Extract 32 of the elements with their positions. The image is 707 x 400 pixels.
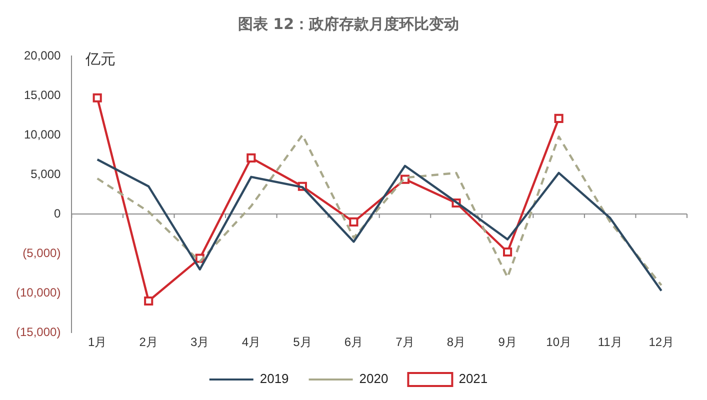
y-tick-label: 10,000 [24, 127, 62, 142]
x-tick-label: 7月 [396, 335, 414, 350]
legend-label: 2019 [260, 371, 289, 386]
y-tick-label: (5,000) [22, 246, 61, 260]
x-tick-label: 8月 [446, 335, 466, 350]
x-tick-label: 5月 [293, 335, 312, 350]
x-tick-label: 4月 [242, 335, 261, 350]
x-tick-label: 9月 [498, 335, 517, 350]
point [349, 217, 358, 226]
x-tick-label: 11月 [598, 335, 622, 350]
x-tick-label: 6月 [344, 335, 364, 350]
chart-title: 图表 12：政府存款月度环比变动 [238, 14, 460, 33]
point [92, 93, 102, 102]
y-tick-label: 0 [54, 206, 62, 220]
x-tick-label: 10月 [546, 335, 572, 350]
point [503, 247, 512, 257]
legend-label: 2020 [359, 371, 388, 386]
x-tick-label: 3月 [190, 335, 210, 350]
y-tick-label: (15,000) [16, 324, 61, 339]
y-tick-label: (10,000) [16, 285, 61, 300]
y-tick-label: 20,000 [24, 48, 62, 62]
x-tick-label: 2月 [139, 335, 158, 350]
y-tick-label: 15,000 [24, 88, 62, 102]
point [144, 296, 154, 306]
x-tick-label: 12月 [648, 335, 674, 350]
x-tick-label: 1月 [88, 335, 107, 350]
point [246, 153, 256, 162]
y-tick-label: 5,000 [30, 166, 62, 181]
y-axis-title: 亿元 [84, 50, 116, 68]
point [554, 114, 564, 123]
legend-label: 2021 [458, 371, 488, 386]
line-series [96, 134, 662, 286]
